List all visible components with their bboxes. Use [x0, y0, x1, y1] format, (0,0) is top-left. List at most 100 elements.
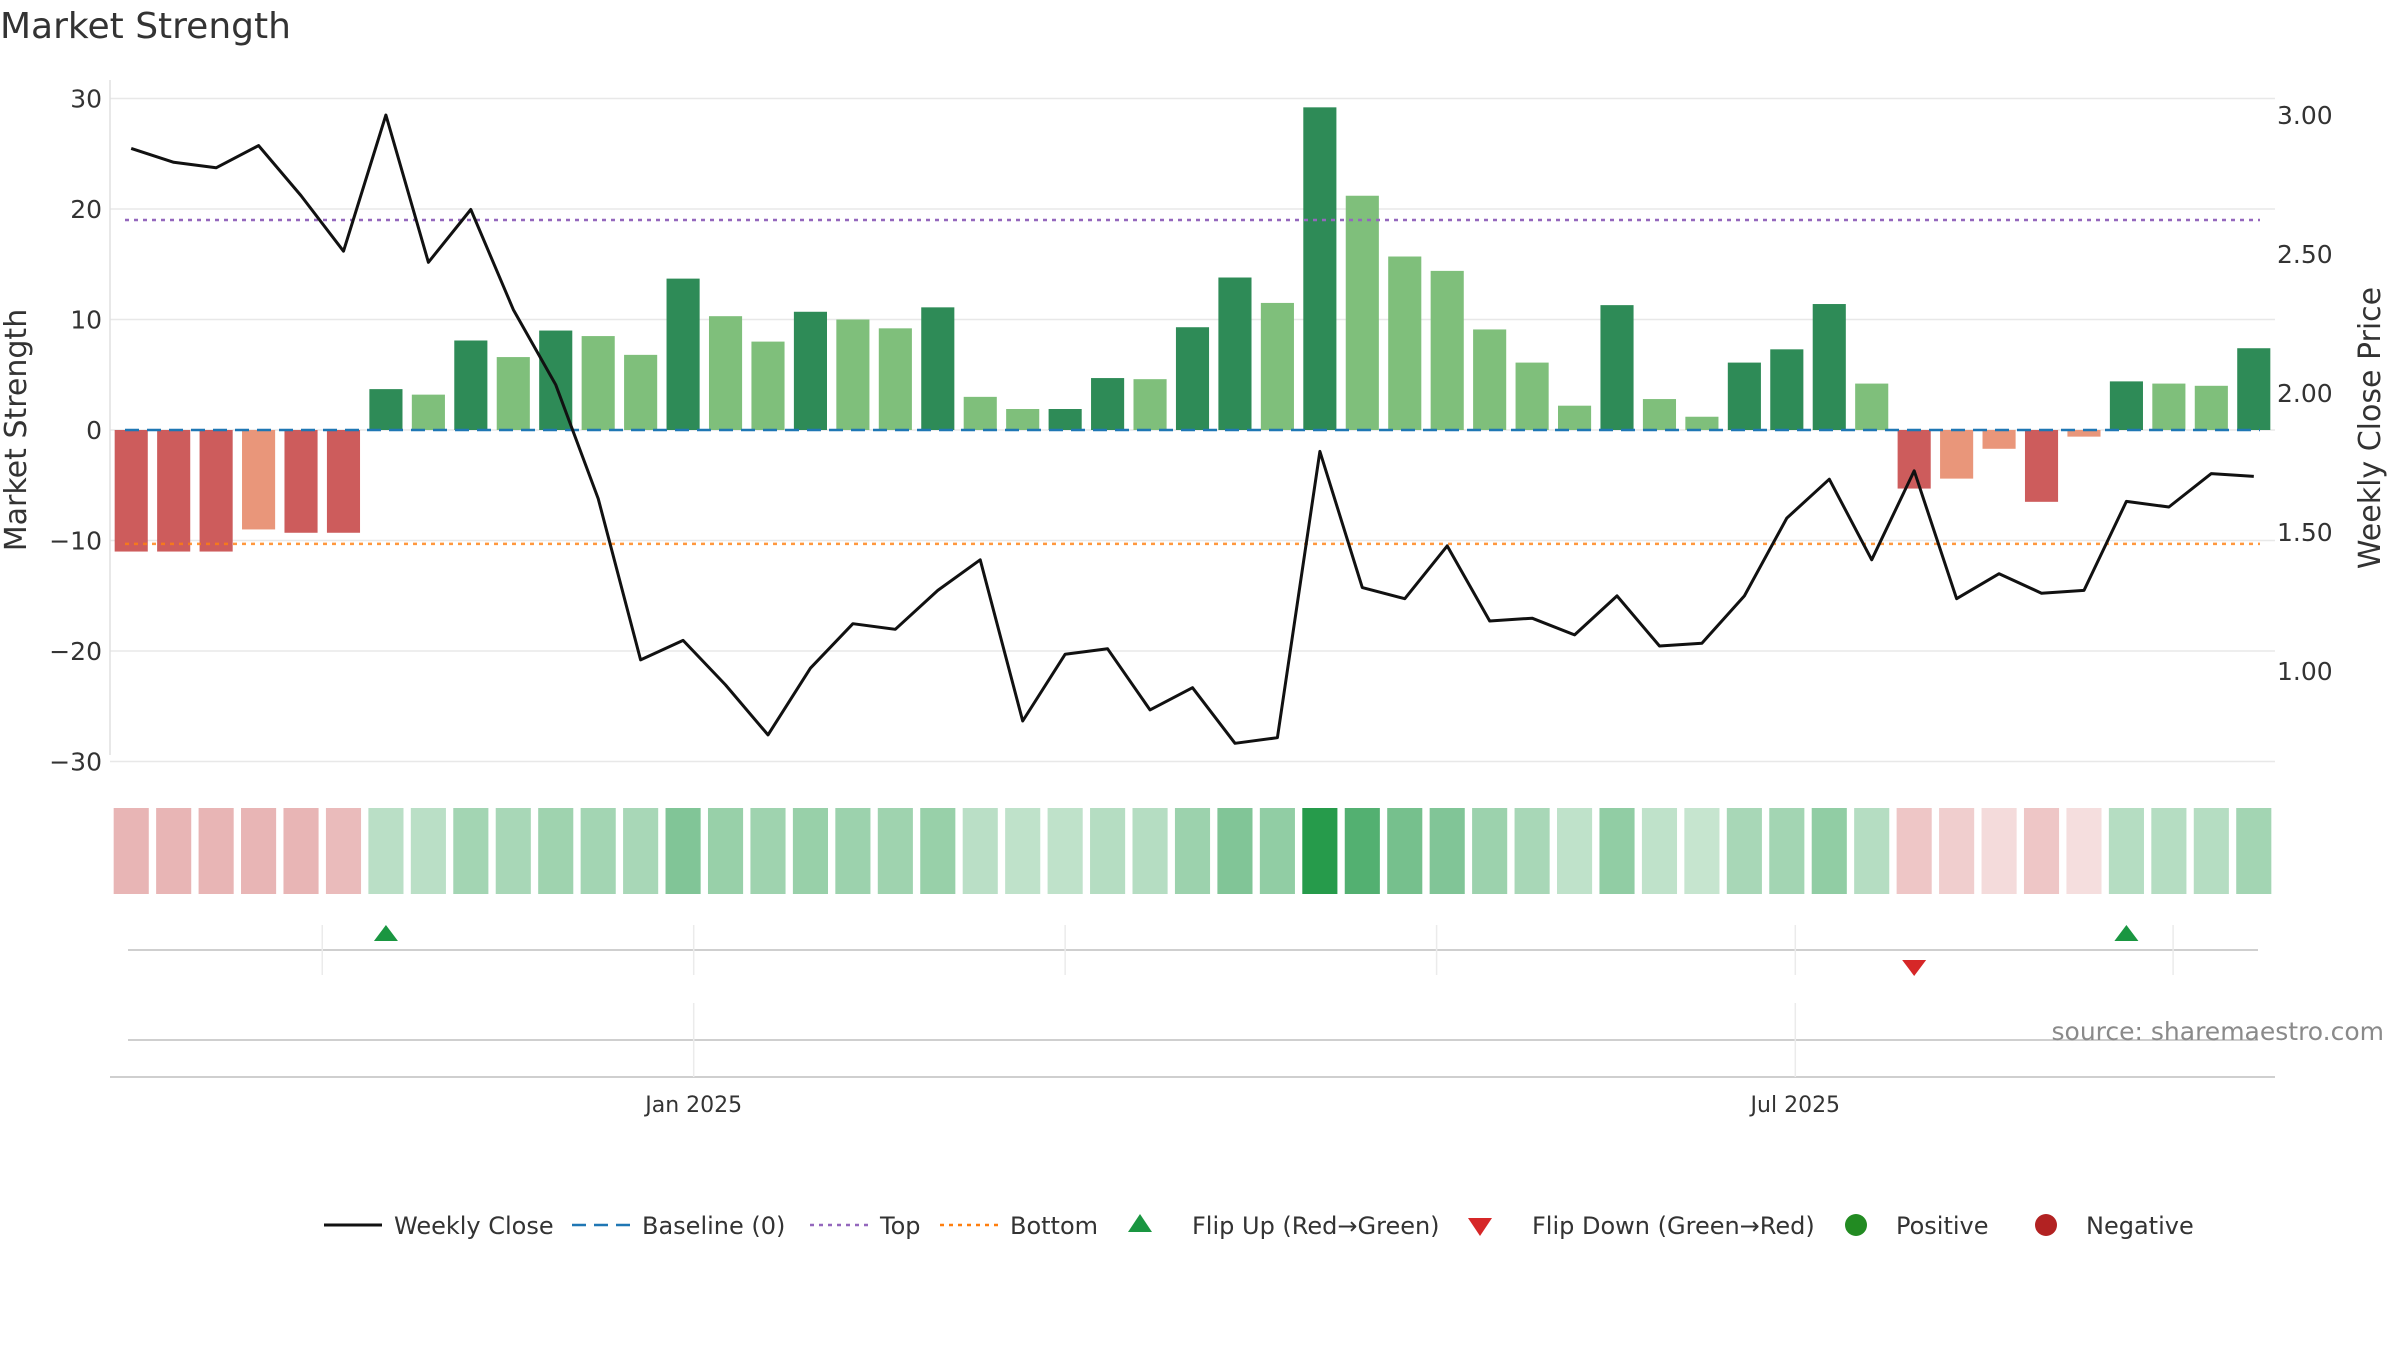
- heat-cell: [1981, 808, 2017, 894]
- price-line-layer: [130, 113, 2254, 745]
- strength-bar: [1812, 304, 1846, 430]
- strength-bar: [1175, 327, 1210, 430]
- heat-cell: [1005, 808, 1041, 894]
- heat-cell: [750, 808, 786, 894]
- flip-markers-panel: [128, 925, 2258, 976]
- strength-bar: [1897, 430, 1931, 489]
- heat-cell: [2023, 808, 2060, 894]
- x-tick-label: Jan 2025: [643, 1093, 742, 1118]
- strength-bar: [242, 430, 276, 530]
- heat-cell: [156, 808, 192, 894]
- heat-cell: [1854, 808, 1890, 894]
- heat-cell: [707, 808, 744, 894]
- source-attribution: source: sharemaestro.com: [2052, 1017, 2385, 1046]
- heat-cell: [1472, 808, 1508, 894]
- strength-bar: [1048, 409, 1082, 430]
- strength-bar: [369, 389, 403, 430]
- y-tick-label: −20: [49, 637, 102, 666]
- strength-bar: [836, 319, 870, 430]
- y2-tick-label: 3.00: [2277, 101, 2333, 130]
- legend-label: Flip Up (Red→Green): [1192, 1212, 1440, 1240]
- strength-bar: [2194, 385, 2228, 430]
- strength-bar: [1515, 362, 1549, 430]
- strength-bar: [1091, 378, 1125, 430]
- strength-bar: [1303, 107, 1337, 430]
- y-tick-label: −30: [49, 748, 102, 777]
- heat-cell: [198, 808, 234, 894]
- heat-cell: [495, 808, 531, 894]
- heat-cell: [325, 808, 362, 894]
- y-axis-label: Market Strength: [0, 309, 34, 551]
- legend-label: Weekly Close: [394, 1212, 554, 1240]
- heat-cell: [1302, 808, 1338, 894]
- legend-label: Baseline (0): [642, 1212, 785, 1240]
- y-tick-label: 10: [70, 306, 102, 335]
- y2-tick-label: 2.50: [2277, 240, 2333, 269]
- strength-bar: [708, 316, 743, 430]
- heat-cell: [453, 808, 489, 894]
- date-panel: Jan 2025 Jul 2025: [110, 1003, 2275, 1118]
- heat-cell: [1726, 808, 1762, 894]
- heat-cell: [1599, 808, 1635, 894]
- y2-tick-label: 1.00: [2277, 657, 2333, 686]
- strength-bar: [1473, 329, 1507, 430]
- legend-label: Flip Down (Green→Red): [1532, 1212, 1815, 1240]
- heat-cell: [1811, 808, 1847, 894]
- legend-label: Positive: [1896, 1212, 1989, 1240]
- heat-cell: [1090, 808, 1126, 894]
- strength-bar: [326, 430, 361, 533]
- strength-bar: [1345, 195, 1379, 430]
- heat-cell: [1896, 808, 1932, 894]
- heat-cell: [2236, 808, 2272, 894]
- heat-cell: [1641, 808, 1678, 894]
- heat-strip: [113, 808, 2272, 894]
- strength-bar: [963, 396, 997, 430]
- heat-cell: [1514, 808, 1550, 894]
- heat-cell: [962, 808, 998, 894]
- strength-bar: [2067, 430, 2101, 437]
- heat-cell: [665, 808, 701, 894]
- legend-label: Top: [879, 1212, 921, 1240]
- bars-layer: [114, 107, 2271, 552]
- heat-cell: [1769, 808, 1805, 894]
- heat-cell: [1557, 808, 1593, 894]
- reference-lines: [125, 218, 2260, 546]
- heat-cell: [1939, 808, 1975, 894]
- strength-bar: [2109, 381, 2143, 430]
- heat-cell: [2193, 808, 2229, 894]
- strength-bar: [1388, 256, 1422, 430]
- strength-bar: [199, 430, 233, 552]
- strength-bar: [1006, 409, 1040, 430]
- flip-up-marker: [2114, 925, 2139, 941]
- heat-cell: [1344, 808, 1380, 894]
- flip-down-marker: [1902, 960, 1927, 976]
- heat-cell: [920, 808, 956, 894]
- heat-cell: [1684, 808, 1720, 894]
- strength-bar: [454, 340, 488, 430]
- heat-cell: [2066, 808, 2102, 894]
- strength-bar: [2152, 383, 2186, 430]
- heat-cell: [283, 808, 319, 894]
- x-tick-label: Jul 2025: [1749, 1093, 1841, 1118]
- heat-cell: [1259, 808, 1295, 894]
- strength-bar: [114, 430, 148, 552]
- strength-bar: [411, 394, 445, 430]
- heat-cell: [792, 808, 828, 894]
- legend: Weekly Close Baseline (0) Top Bottom Flip Up…: [324, 1212, 2194, 1240]
- flip-up-marker: [373, 925, 398, 941]
- strength-bar: [2024, 430, 2059, 502]
- heat-cell: [835, 808, 871, 894]
- heat-cell: [877, 808, 913, 894]
- strength-bar: [921, 307, 955, 430]
- y2-axis-label: Weekly Close Price: [2353, 287, 2388, 569]
- y-axis-right: 3.00 2.50 2.00 1.50 1.00: [2277, 101, 2333, 686]
- strength-bar: [751, 341, 785, 430]
- strength-bar: [1982, 430, 2016, 449]
- strength-bar: [1940, 430, 1974, 479]
- strength-bar: [1260, 302, 1294, 430]
- strength-bar: [1685, 416, 1719, 430]
- strength-bar: [1600, 305, 1634, 430]
- legend-label: Negative: [2086, 1212, 2194, 1240]
- strength-bar: [793, 311, 827, 430]
